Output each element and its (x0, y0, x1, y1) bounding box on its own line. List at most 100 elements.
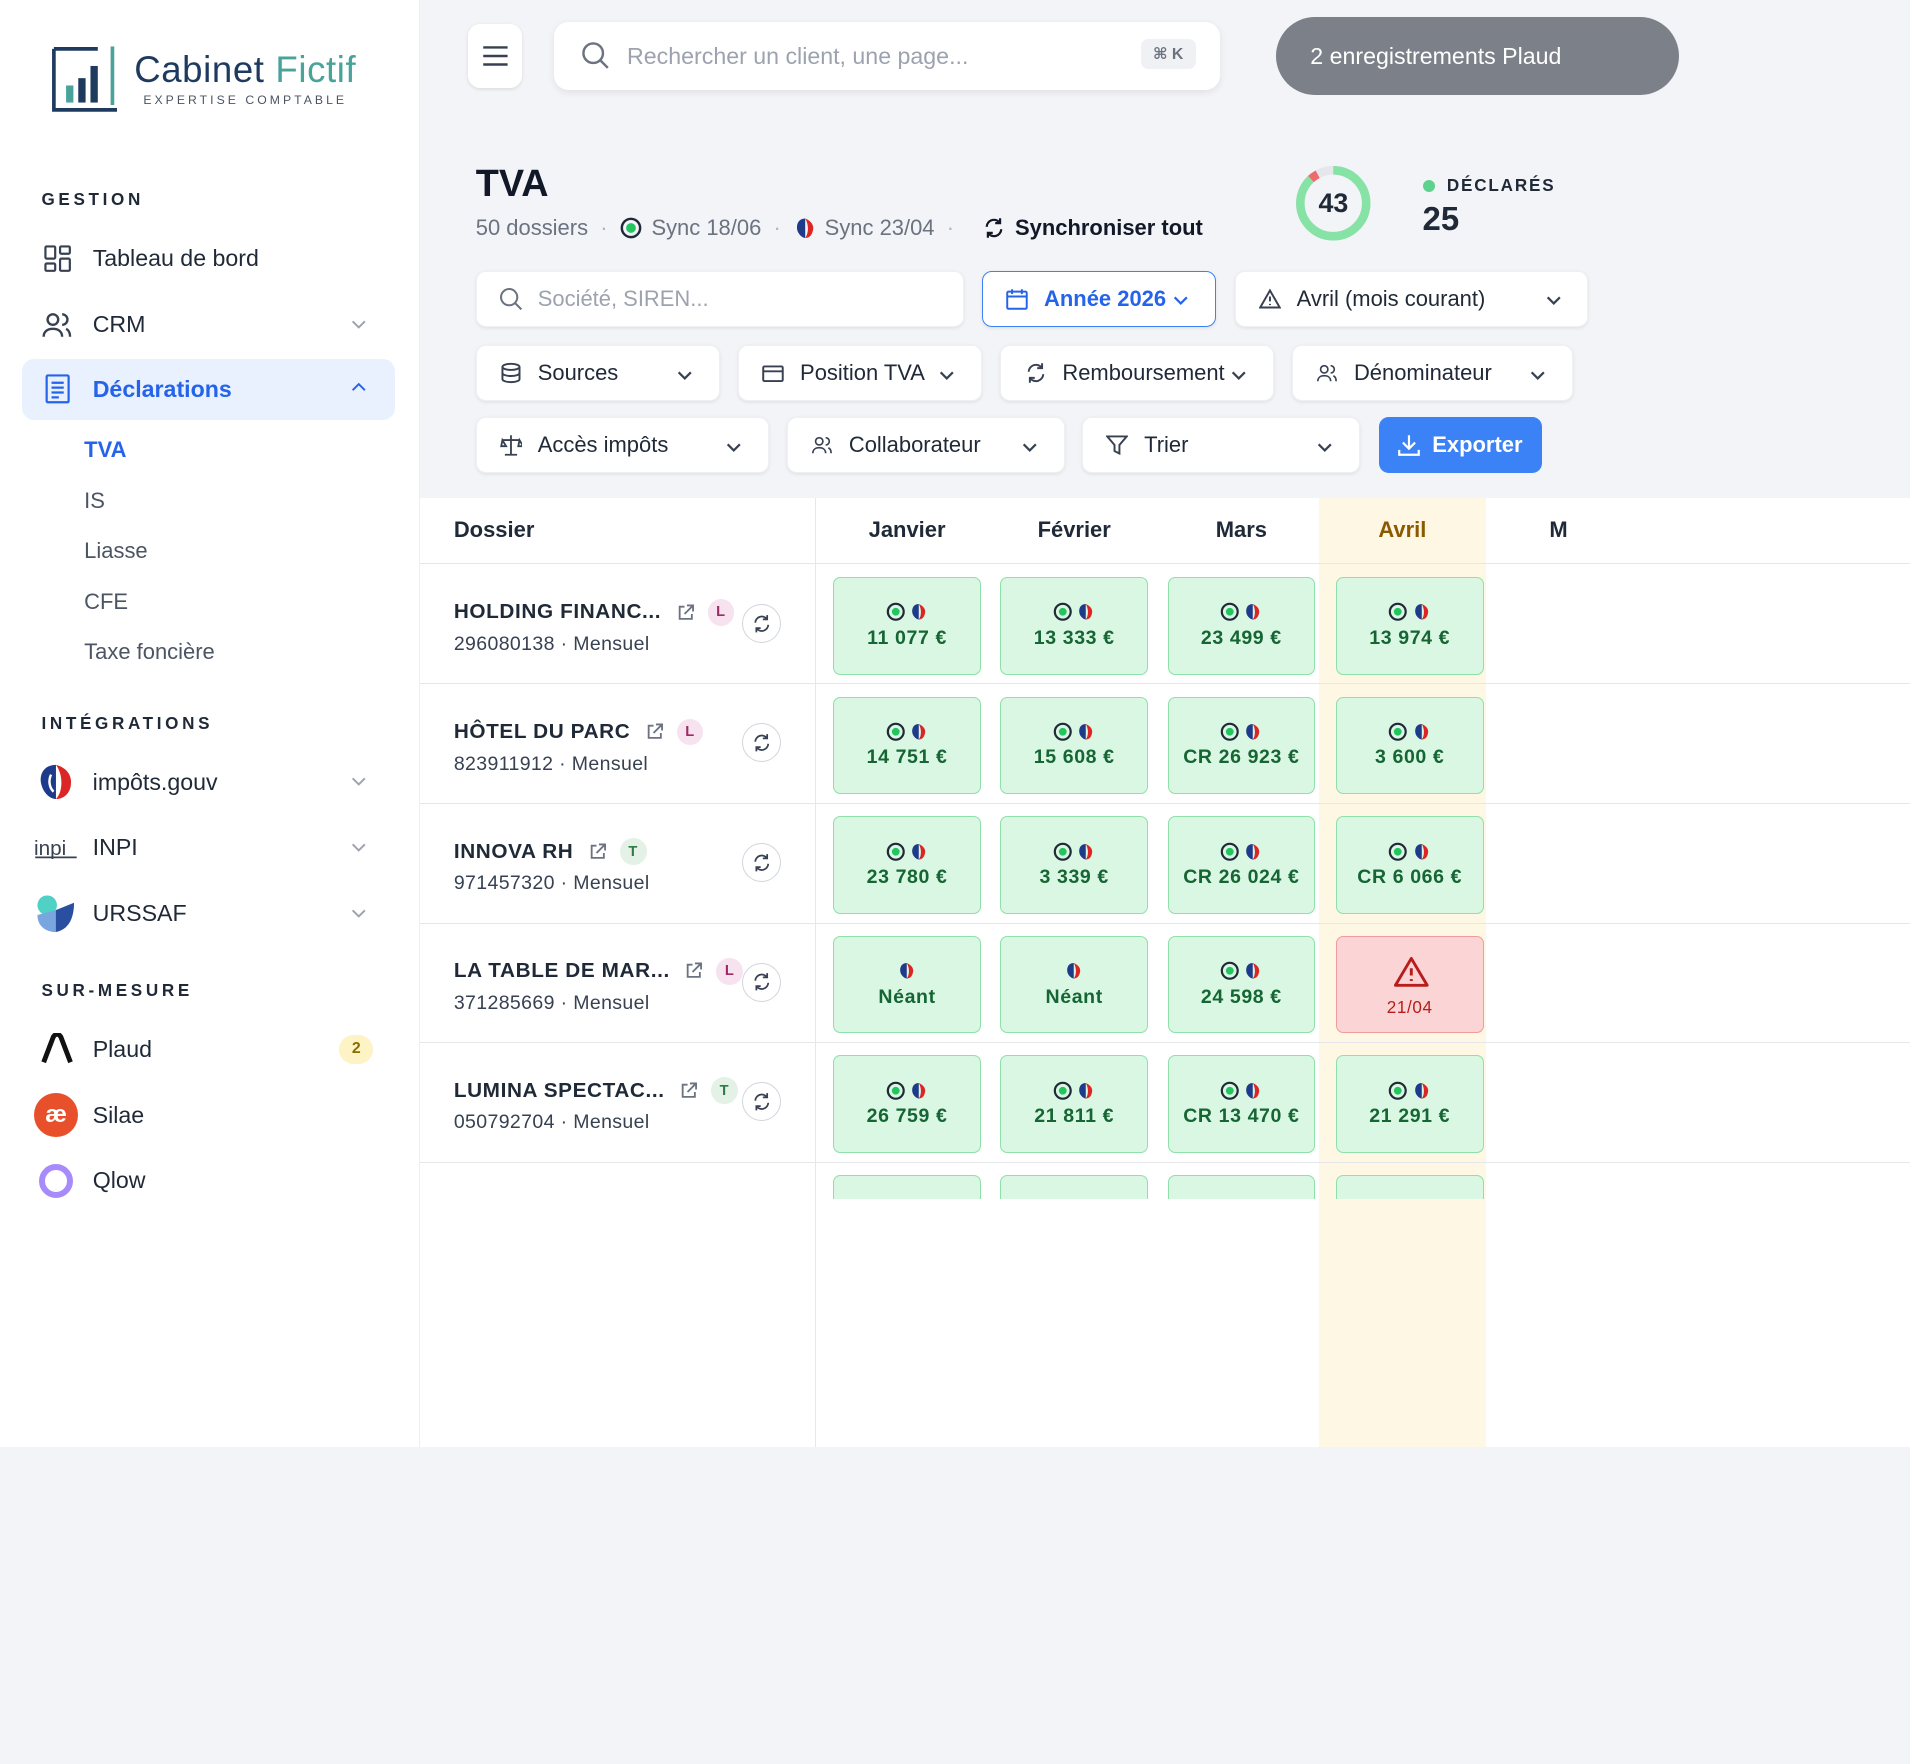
table-row-partial[interactable] (420, 1163, 1910, 1283)
company-name[interactable]: LA TABLE DE MAR... (453, 959, 670, 983)
refresh-icon (753, 614, 769, 633)
declaration-cell[interactable]: CR 6 066 € (1335, 816, 1484, 914)
declaration-cell[interactable]: 21 811 € (1000, 1055, 1148, 1153)
declaration-cell[interactable]: Néant (833, 935, 981, 1034)
subnav-taxe-fonciere[interactable]: Taxe foncière (84, 639, 215, 665)
export-button[interactable]: Exporter (1378, 417, 1543, 474)
declaration-cell[interactable] (833, 1174, 981, 1200)
declaration-cell[interactable]: 3 339 € (1000, 816, 1148, 914)
chevron-down-icon (1231, 371, 1246, 380)
declaration-cell[interactable]: 11 077 € (833, 577, 981, 675)
table-row[interactable]: LUMINA SPECTAC... T 050792704 · Mensuel … (419, 1043, 1910, 1163)
brand-tagline: EXPERTISE COMPTABLE (143, 93, 348, 108)
row-sync-button[interactable] (741, 603, 781, 643)
table-row[interactable]: HÔTEL DU PARC L 823911912 · Mensuel 14 7… (419, 684, 1910, 804)
nav-inpi[interactable]: inpi INPI (22, 817, 395, 878)
external-link-icon[interactable] (679, 1081, 699, 1101)
plaud-notification[interactable]: 2 enregistrements Plaud (1276, 17, 1679, 96)
declaration-cell[interactable]: 23 499 € (1167, 577, 1316, 675)
declaration-cell[interactable]: CR 13 470 € (1167, 1055, 1316, 1153)
nav-impots-gouv[interactable]: impôts.gouv (22, 752, 395, 813)
declaration-cell[interactable]: 23 780 € (833, 816, 981, 914)
declaration-cell[interactable]: 13 333 € (1000, 577, 1148, 675)
nav-plaud[interactable]: Plaud 2 (22, 1019, 395, 1080)
marianne-icon (1246, 963, 1260, 979)
row-sync-button[interactable] (741, 723, 781, 763)
nav-declarations[interactable]: Déclarations (21, 358, 396, 420)
declaration-cell[interactable]: 15 608 € (1000, 696, 1148, 795)
company-name[interactable]: HÔTEL DU PARC (453, 719, 631, 743)
company-name[interactable]: LUMINA SPECTAC... (453, 1078, 665, 1102)
company-name[interactable]: HOLDING FINANC... (453, 600, 662, 624)
siren-frequency: 971457320 · Mensuel (453, 872, 650, 895)
dashboard-icon (41, 243, 73, 275)
sync-source-icon (1389, 603, 1408, 622)
external-link-icon[interactable] (684, 961, 704, 981)
row-sync-button[interactable] (741, 962, 781, 1002)
declaration-cell[interactable] (1335, 1174, 1484, 1200)
sources-select[interactable]: Sources (475, 345, 720, 402)
declaration-cell[interactable]: Néant (1000, 935, 1148, 1034)
declaration-cell[interactable]: CR 26 923 € (1167, 696, 1316, 795)
external-link-icon[interactable] (676, 603, 696, 623)
global-search-input[interactable]: Rechercher un client, une page... ⌘ K (553, 21, 1220, 91)
declaration-amount: 15 608 € (1033, 746, 1115, 769)
document-icon (41, 373, 73, 405)
row-sync-button[interactable] (741, 1082, 781, 1122)
subnav-is[interactable]: IS (84, 488, 105, 513)
company-search-input[interactable]: Société, SIREN... (475, 270, 964, 327)
table-row[interactable]: HOLDING FINANC... L 296080138 · Mensuel … (419, 565, 1910, 685)
company-name[interactable]: INNOVA RH (453, 839, 574, 863)
declaration-cell[interactable]: 14 751 € (833, 696, 981, 795)
sync-all-button[interactable]: Synchroniser tout (966, 215, 1203, 241)
row-sync-button[interactable] (741, 843, 781, 883)
sidebar: Cabinet Fictif EXPERTISE COMPTABLE GESTI… (0, 0, 420, 1447)
external-link-icon[interactable] (645, 722, 665, 742)
declaration-cell[interactable]: 3 600 € (1335, 696, 1484, 795)
position-tva-select[interactable]: Position TVA (738, 345, 983, 402)
period-select[interactable]: Avril (mois courant) (1234, 270, 1589, 327)
collaborateur-select[interactable]: Collaborateur (786, 417, 1066, 474)
year-select[interactable]: Année 2026 (982, 270, 1217, 327)
subnav-cfe[interactable]: CFE (84, 589, 129, 615)
denominateur-select[interactable]: Dénominateur (1291, 345, 1573, 402)
nav-urssaf[interactable]: URSSAF (22, 883, 395, 944)
urssaf-icon (34, 892, 78, 936)
brand-logo[interactable]: Cabinet Fictif EXPERTISE COMPTABLE (49, 44, 356, 112)
main-content: Rechercher un client, une page... ⌘ K 2 … (419, 0, 1910, 1447)
declaration-amount: CR 6 066 € (1357, 865, 1463, 888)
acces-impots-select[interactable]: Accès impôts (475, 417, 769, 474)
plaud-count-badge: 2 (339, 1034, 374, 1064)
subnav-liasse[interactable]: Liasse (84, 538, 148, 564)
nav-tableau-de-bord[interactable]: Tableau de bord (22, 228, 395, 289)
declaration-amount: 21 811 € (1034, 1105, 1115, 1128)
header-dossier[interactable]: Dossier (453, 517, 535, 543)
trier-select[interactable]: Trier (1082, 417, 1361, 474)
declaration-cell-alert[interactable]: 21/04 (1335, 935, 1484, 1034)
nav-crm[interactable]: CRM (22, 294, 395, 355)
declaration-cell[interactable] (1167, 1174, 1316, 1200)
database-icon (499, 361, 523, 385)
nav-silae[interactable]: æ Silae (22, 1085, 395, 1146)
declaration-cell[interactable]: 24 598 € (1167, 935, 1316, 1034)
table-row[interactable]: LA TABLE DE MAR... L 371285669 · Mensuel… (419, 924, 1910, 1044)
shortcut-hint: ⌘ K (1140, 39, 1196, 69)
remboursement-select[interactable]: Remboursement (1000, 345, 1274, 402)
declaration-amount: 23 780 € (866, 865, 948, 888)
chevron-down-icon (351, 909, 366, 918)
declaration-cell[interactable]: 13 974 € (1335, 577, 1484, 675)
declaration-cell[interactable]: 21 291 € (1335, 1055, 1484, 1153)
sync-source-icon (1220, 603, 1239, 622)
refresh-icon (985, 217, 1003, 238)
menu-button[interactable] (468, 24, 523, 88)
declaration-cell[interactable] (1000, 1174, 1148, 1200)
subnav-tva[interactable]: TVA (84, 436, 127, 462)
page-meta: 50 dossiers · Sync 18/06 · Sync 23/04 · … (475, 214, 1203, 241)
nav-qlow[interactable]: Qlow (22, 1150, 395, 1211)
declaration-cell[interactable]: 26 759 € (833, 1055, 981, 1153)
declaration-cell[interactable]: CR 26 024 € (1167, 816, 1316, 914)
chevron-down-icon (1023, 443, 1037, 452)
table-row[interactable]: INNOVA RH T 971457320 · Mensuel 23 780 €… (419, 804, 1910, 924)
external-link-icon[interactable] (588, 842, 608, 862)
download-icon (1398, 435, 1420, 457)
